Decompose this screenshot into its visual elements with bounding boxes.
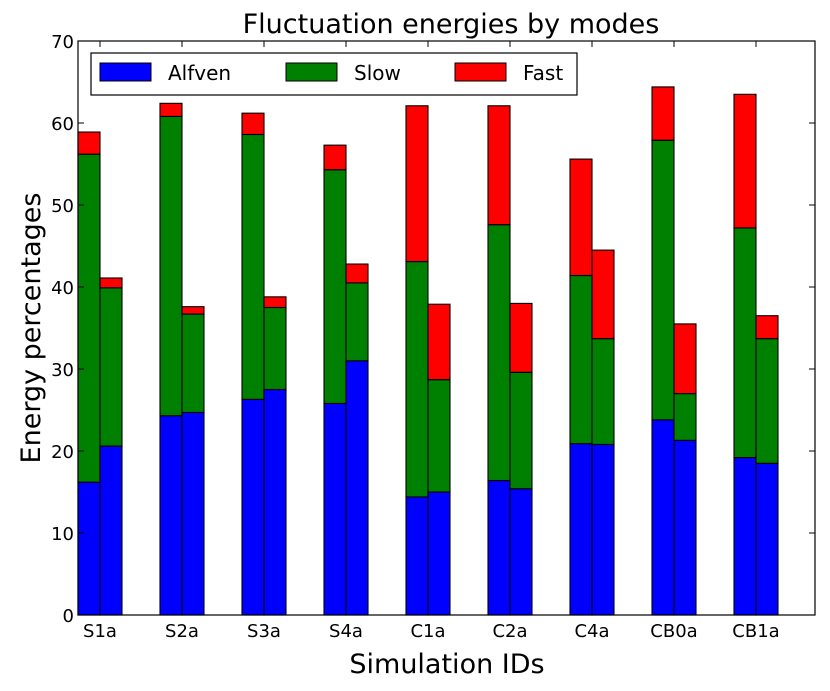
bar-CB1a-1-alfven <box>733 457 757 616</box>
bar-S3a-2-slow <box>263 306 287 391</box>
bar-S3a-1-fast <box>241 112 265 136</box>
y-tick-label: 40 <box>51 278 74 299</box>
bar-C2a-1-slow <box>487 224 511 482</box>
bar-CB1a-2-fast <box>755 315 779 340</box>
bar-C4a-1-slow <box>569 274 593 445</box>
x-tick-label: S3a <box>247 621 281 642</box>
x-tick-label: S1a <box>83 621 117 642</box>
legend-swatch-fast <box>454 62 507 82</box>
x-axis-label: Simulation IDs <box>349 649 544 680</box>
y-tick-label: 50 <box>51 196 74 217</box>
chart-title: Fluctuation energies by modes <box>243 9 660 40</box>
bar-CB0a-2-fast <box>673 323 697 395</box>
bar-S4a-1-slow <box>323 169 347 404</box>
bar-CB1a-1-slow <box>733 227 757 459</box>
bar-CB0a-2-alfven <box>673 439 697 616</box>
bar-CB1a-2-alfven <box>755 462 779 616</box>
bars-group <box>77 86 779 616</box>
bar-C2a-1-fast <box>487 105 511 226</box>
y-tick-label: 30 <box>51 360 74 381</box>
y-axis-label: Energy percentages <box>16 193 47 464</box>
bar-S4a-1-alfven <box>323 402 347 616</box>
bar-C2a-2-slow <box>509 371 533 490</box>
x-tick-label: S2a <box>165 621 199 642</box>
x-tick-label: CB0a <box>650 621 697 642</box>
bar-S2a-2-alfven <box>181 411 205 616</box>
bar-C2a-2-alfven <box>509 488 533 616</box>
y-tick-label: 60 <box>51 114 74 135</box>
bar-CB1a-2-slow <box>755 338 779 464</box>
bar-S3a-2-fast <box>263 296 287 309</box>
y-tick-label: 0 <box>63 606 74 627</box>
bar-S2a-1-slow <box>159 115 183 417</box>
bar-C2a-2-fast <box>509 302 533 373</box>
y-axis: 0 10 20 30 40 50 60 70 <box>51 32 815 627</box>
plot-frame <box>77 40 816 616</box>
bar-S4a-2-alfven <box>345 360 369 616</box>
bar-S2a-2-slow <box>181 313 205 414</box>
legend-label-alfven: Alfven <box>168 61 231 85</box>
bar-S3a-1-alfven <box>241 398 265 616</box>
y-tick-label: 10 <box>51 524 74 545</box>
bar-S2a-1-alfven <box>159 415 183 616</box>
bar-S3a-1-slow <box>241 133 265 400</box>
x-axis: S1a S2a S3a S4a C1a C2a C4a CB0a CB1a <box>83 41 780 642</box>
bar-C4a-1-fast <box>569 158 593 277</box>
y-tick-label: 70 <box>51 32 74 53</box>
bar-C2a-1-alfven <box>487 479 511 616</box>
bar-S1a-1-alfven <box>77 481 101 616</box>
bar-S4a-2-slow <box>345 282 369 362</box>
x-tick-label: CB1a <box>732 621 779 642</box>
bar-CB1a-1-fast <box>733 93 757 229</box>
bar-C1a-1-fast <box>405 105 429 263</box>
x-tick-label: C2a <box>492 621 527 642</box>
legend-label-slow: Slow <box>354 61 401 85</box>
bar-CB0a-1-slow <box>651 139 675 421</box>
bar-S1a-2-alfven <box>99 445 123 616</box>
bar-S4a-2-fast <box>345 263 369 284</box>
x-tick-label: S4a <box>329 621 363 642</box>
y-tick-label: 20 <box>51 442 74 463</box>
x-tick-label: C1a <box>410 621 445 642</box>
legend-swatch-alfven <box>99 62 152 82</box>
bar-S4a-1-fast <box>323 144 347 171</box>
bar-S1a-2-fast <box>99 277 123 289</box>
bar-S3a-2-alfven <box>263 388 287 616</box>
bar-S1a-1-fast <box>77 131 101 155</box>
bar-C1a-2-alfven <box>427 491 451 616</box>
bar-C1a-1-alfven <box>405 496 429 616</box>
bar-CB0a-2-slow <box>673 393 697 441</box>
legend: Alfven Slow Fast <box>90 52 578 96</box>
bar-C1a-1-slow <box>405 261 429 498</box>
legend-label-fast: Fast <box>523 61 563 85</box>
bar-S2a-2-fast <box>181 306 205 315</box>
x-tick-label: C4a <box>574 621 609 642</box>
bar-C1a-2-fast <box>427 303 451 381</box>
bar-S2a-1-fast <box>159 102 183 117</box>
legend-swatch-slow <box>285 62 338 82</box>
bar-C1a-2-slow <box>427 379 451 493</box>
bar-S1a-1-slow <box>77 153 101 483</box>
bar-C4a-2-fast <box>591 249 615 340</box>
bar-CB0a-1-fast <box>651 86 675 141</box>
bar-C4a-2-slow <box>591 338 615 445</box>
bar-CB0a-1-alfven <box>651 419 675 616</box>
bar-C4a-1-alfven <box>569 443 593 616</box>
bar-C4a-2-alfven <box>591 443 615 616</box>
bar-S1a-2-slow <box>99 287 123 447</box>
